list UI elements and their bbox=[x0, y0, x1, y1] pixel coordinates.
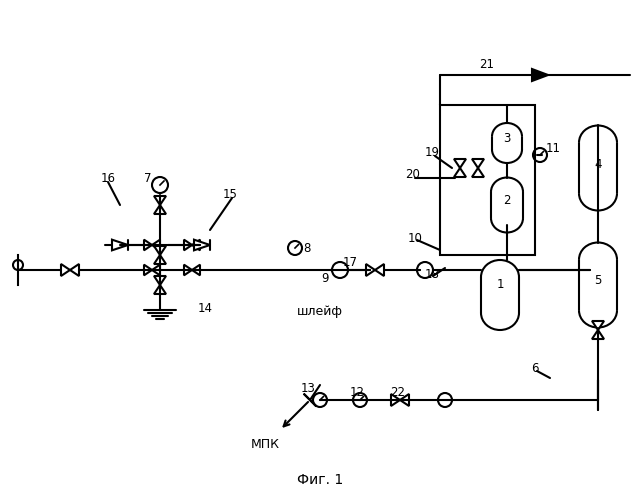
Text: 11: 11 bbox=[545, 142, 560, 154]
Polygon shape bbox=[375, 264, 384, 276]
Polygon shape bbox=[144, 264, 152, 276]
Polygon shape bbox=[194, 240, 210, 250]
Polygon shape bbox=[154, 246, 166, 255]
Text: 4: 4 bbox=[594, 158, 601, 172]
Text: 21: 21 bbox=[480, 58, 495, 71]
Polygon shape bbox=[454, 159, 466, 168]
Text: 9: 9 bbox=[321, 272, 328, 284]
Text: 2: 2 bbox=[503, 194, 511, 206]
Polygon shape bbox=[454, 168, 466, 177]
Polygon shape bbox=[472, 159, 484, 168]
Polygon shape bbox=[532, 69, 548, 81]
Text: 3: 3 bbox=[504, 132, 511, 144]
Text: 8: 8 bbox=[303, 242, 310, 254]
Text: МПК: МПК bbox=[251, 438, 279, 452]
Polygon shape bbox=[366, 264, 375, 276]
Polygon shape bbox=[70, 264, 79, 276]
Polygon shape bbox=[154, 285, 166, 294]
Text: 13: 13 bbox=[301, 382, 316, 394]
Polygon shape bbox=[154, 276, 166, 285]
Text: 6: 6 bbox=[531, 362, 539, 374]
Text: 19: 19 bbox=[424, 146, 439, 158]
Polygon shape bbox=[303, 394, 316, 406]
Polygon shape bbox=[154, 196, 166, 205]
Text: Фиг. 1: Фиг. 1 bbox=[297, 473, 343, 487]
Text: 20: 20 bbox=[406, 168, 421, 181]
Text: шлейф: шлейф bbox=[297, 306, 343, 318]
Text: 15: 15 bbox=[223, 188, 238, 202]
Polygon shape bbox=[400, 394, 409, 406]
Bar bbox=[440, 105, 535, 255]
Text: 22: 22 bbox=[390, 386, 406, 400]
Text: 12: 12 bbox=[350, 386, 365, 400]
Text: 16: 16 bbox=[100, 172, 115, 184]
Text: 17: 17 bbox=[343, 256, 357, 268]
Polygon shape bbox=[61, 264, 70, 276]
Polygon shape bbox=[154, 255, 166, 264]
Text: 1: 1 bbox=[497, 278, 504, 291]
Text: 14: 14 bbox=[198, 302, 213, 314]
Polygon shape bbox=[154, 205, 166, 214]
Polygon shape bbox=[472, 168, 484, 177]
Polygon shape bbox=[184, 264, 192, 276]
Polygon shape bbox=[192, 240, 200, 250]
Polygon shape bbox=[144, 240, 152, 250]
Polygon shape bbox=[192, 264, 200, 276]
Text: 5: 5 bbox=[594, 274, 601, 286]
Polygon shape bbox=[184, 240, 192, 250]
Polygon shape bbox=[391, 394, 400, 406]
Polygon shape bbox=[152, 264, 160, 276]
Text: 18: 18 bbox=[424, 268, 439, 280]
Polygon shape bbox=[592, 330, 604, 339]
Text: 10: 10 bbox=[408, 232, 422, 244]
Polygon shape bbox=[592, 321, 604, 330]
Polygon shape bbox=[152, 240, 160, 250]
Text: 7: 7 bbox=[144, 172, 152, 184]
Polygon shape bbox=[112, 240, 128, 250]
